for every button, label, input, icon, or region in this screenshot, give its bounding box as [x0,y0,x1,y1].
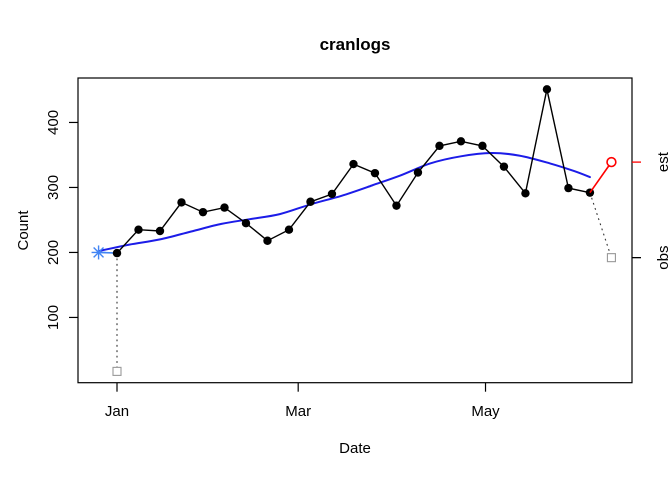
y-tick-label: 200 [45,240,62,265]
chart-generated-layer: Jan Mar May 100 200 300 400 [45,77,641,420]
observed-point [478,141,487,151]
observed-point [349,159,358,169]
partial-obs-dotted-line [589,192,612,258]
observed-point [542,85,552,94]
observed-point [306,197,315,206]
observed-point [521,189,530,198]
plot-box [77,77,633,384]
observed-point [284,225,294,234]
observed-point [263,236,272,245]
x-tick-label: May [471,403,500,420]
observed-point [456,137,466,146]
observed-point [155,226,165,236]
y-tick-label: 300 [45,175,62,200]
observed-point [220,203,229,212]
observed-point [435,141,444,151]
observed-point [564,183,573,193]
partial-obs-square-marker [112,366,122,376]
observed-point [177,198,186,207]
fitted-curve [97,151,591,253]
observed-point [413,168,423,177]
observed-point [327,189,337,199]
x-axis-label: Date [339,440,371,457]
partial-obs-square-marker [606,253,616,263]
forecast-segment [589,161,613,194]
observed-point [241,219,251,228]
obs-axis-label: obs [655,246,672,270]
start-asterisk-marker [93,247,105,258]
observed-line [116,89,591,254]
forecast-open-circle [606,156,617,168]
observed-point [370,168,380,178]
x-tick-label: Mar [285,403,311,420]
y-tick-label: 100 [45,305,62,330]
observed-point [112,248,122,258]
chart-title: cranlogs [320,35,391,54]
est-axis-label: est [655,151,672,172]
observed-point [134,225,143,234]
y-tick-label: 400 [45,110,62,135]
observed-point [392,201,401,210]
observed-point [499,162,509,171]
y-axis-label: Count [15,210,32,251]
observed-point [198,207,208,217]
x-tick-label: Jan [105,403,129,420]
